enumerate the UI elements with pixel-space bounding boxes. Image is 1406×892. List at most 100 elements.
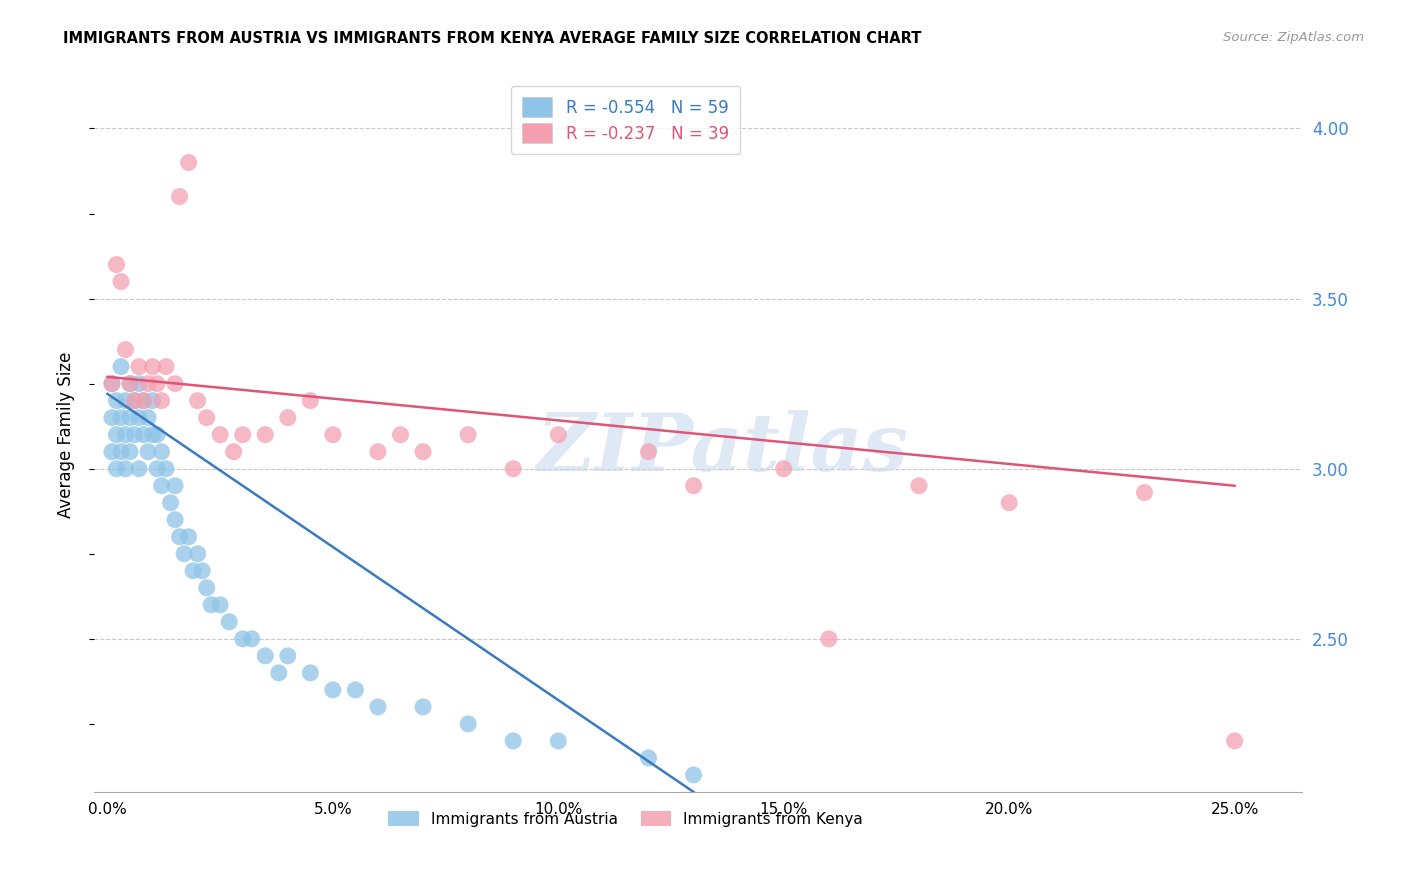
- Text: Source: ZipAtlas.com: Source: ZipAtlas.com: [1223, 31, 1364, 45]
- Point: [232, 427, 254, 442]
- Point: [637, 444, 659, 458]
- Point: [110, 359, 132, 374]
- Point: [389, 427, 412, 442]
- Point: [502, 734, 524, 748]
- Point: [155, 359, 177, 374]
- Point: [136, 444, 159, 458]
- Point: [209, 598, 232, 612]
- Point: [209, 427, 232, 442]
- Point: [136, 410, 159, 425]
- Point: [128, 376, 150, 391]
- Point: [128, 461, 150, 475]
- Y-axis label: Average Family Size: Average Family Size: [58, 351, 75, 518]
- Point: [195, 581, 218, 595]
- Point: [367, 444, 389, 458]
- Point: [177, 155, 200, 169]
- Point: [254, 427, 277, 442]
- Point: [637, 751, 659, 765]
- Point: [114, 393, 136, 408]
- Point: [136, 376, 159, 391]
- Point: [110, 410, 132, 425]
- Point: [118, 410, 141, 425]
- Point: [240, 632, 263, 646]
- Point: [146, 376, 169, 391]
- Point: [110, 444, 132, 458]
- Point: [457, 427, 479, 442]
- Point: [155, 461, 177, 475]
- Point: [146, 461, 169, 475]
- Point: [187, 393, 209, 408]
- Point: [114, 343, 136, 357]
- Point: [141, 427, 163, 442]
- Point: [114, 461, 136, 475]
- Point: [101, 444, 124, 458]
- Point: [547, 734, 569, 748]
- Point: [159, 496, 181, 510]
- Point: [998, 496, 1021, 510]
- Point: [322, 682, 344, 697]
- Point: [682, 768, 704, 782]
- Point: [101, 376, 124, 391]
- Point: [128, 359, 150, 374]
- Point: [128, 410, 150, 425]
- Point: [150, 444, 173, 458]
- Point: [101, 410, 124, 425]
- Point: [105, 461, 128, 475]
- Point: [772, 461, 794, 475]
- Point: [817, 632, 839, 646]
- Point: [322, 427, 344, 442]
- Point: [124, 393, 146, 408]
- Point: [908, 479, 931, 493]
- Point: [141, 393, 163, 408]
- Point: [367, 699, 389, 714]
- Point: [344, 682, 367, 697]
- Point: [165, 513, 187, 527]
- Point: [150, 479, 173, 493]
- Point: [124, 393, 146, 408]
- Point: [200, 598, 222, 612]
- Point: [181, 564, 204, 578]
- Point: [132, 393, 155, 408]
- Point: [105, 258, 128, 272]
- Point: [165, 479, 187, 493]
- Point: [412, 699, 434, 714]
- Point: [267, 665, 290, 680]
- Point: [254, 648, 277, 663]
- Point: [150, 393, 173, 408]
- Point: [412, 444, 434, 458]
- Point: [277, 648, 299, 663]
- Point: [146, 427, 169, 442]
- Point: [169, 189, 191, 203]
- Point: [114, 427, 136, 442]
- Point: [682, 479, 704, 493]
- Point: [502, 461, 524, 475]
- Point: [118, 444, 141, 458]
- Point: [187, 547, 209, 561]
- Point: [547, 427, 569, 442]
- Point: [101, 376, 124, 391]
- Point: [299, 393, 322, 408]
- Point: [1133, 485, 1156, 500]
- Point: [124, 427, 146, 442]
- Point: [110, 275, 132, 289]
- Point: [118, 376, 141, 391]
- Point: [232, 632, 254, 646]
- Point: [105, 427, 128, 442]
- Point: [222, 444, 245, 458]
- Point: [132, 393, 155, 408]
- Point: [169, 530, 191, 544]
- Point: [1223, 734, 1246, 748]
- Text: IMMIGRANTS FROM AUSTRIA VS IMMIGRANTS FROM KENYA AVERAGE FAMILY SIZE CORRELATION: IMMIGRANTS FROM AUSTRIA VS IMMIGRANTS FR…: [63, 31, 922, 46]
- Point: [191, 564, 214, 578]
- Point: [457, 717, 479, 731]
- Point: [165, 376, 187, 391]
- Point: [195, 410, 218, 425]
- Point: [141, 359, 163, 374]
- Point: [299, 665, 322, 680]
- Text: ZIPatlas: ZIPatlas: [536, 410, 908, 488]
- Point: [218, 615, 240, 629]
- Point: [132, 427, 155, 442]
- Legend: Immigrants from Austria, Immigrants from Kenya: Immigrants from Austria, Immigrants from…: [381, 803, 870, 834]
- Point: [277, 410, 299, 425]
- Point: [105, 393, 128, 408]
